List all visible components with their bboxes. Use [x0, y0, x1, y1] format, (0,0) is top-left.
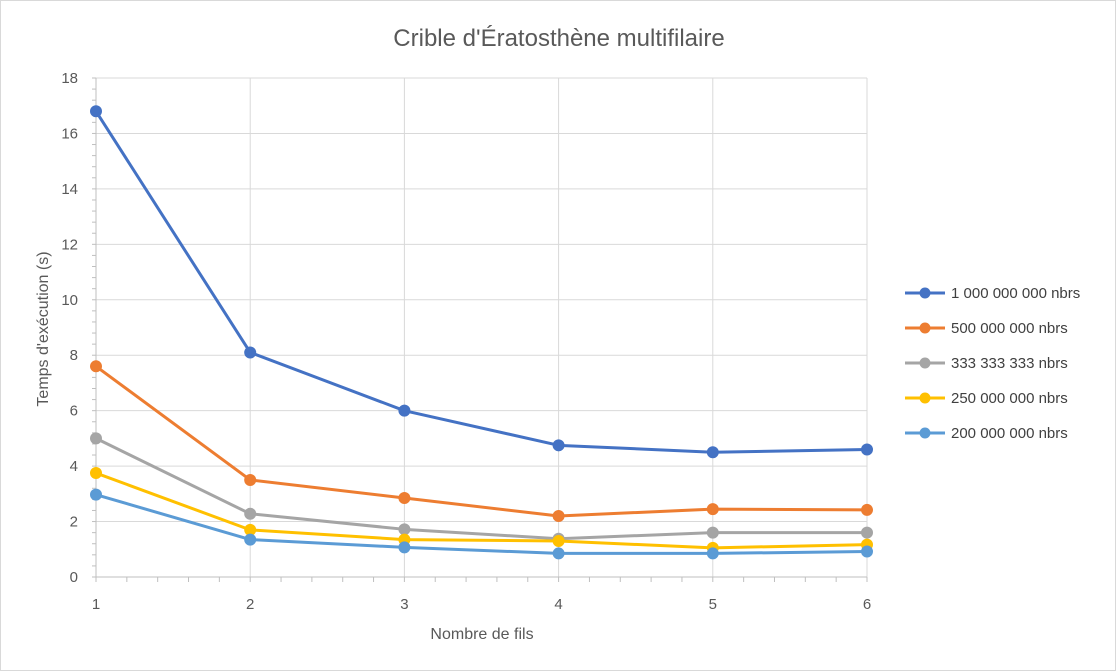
series-2	[90, 360, 873, 523]
y-axis-title: Temps d'exécution (s)	[35, 251, 52, 406]
x-tick-label: 6	[863, 596, 871, 613]
legend-item: 333 333 333 nbrs	[905, 355, 1068, 372]
data-point	[90, 432, 102, 445]
legend: 1 000 000 000 nbrs 500 000 000 nbrs 333 33…	[905, 285, 1080, 442]
data-point	[90, 105, 102, 118]
x-tick-label: 3	[400, 596, 408, 613]
data-point	[861, 545, 873, 558]
y-tick-label: 2	[70, 514, 78, 531]
x-tick-label: 5	[709, 596, 717, 613]
legend-label: 200 000 000 nbrs	[951, 425, 1068, 442]
legend-item: 500 000 000 nbrs	[905, 320, 1068, 337]
data-point	[398, 523, 411, 536]
y-tick-label: 12	[61, 236, 78, 253]
y-tick-label: 18	[61, 70, 78, 87]
data-point	[706, 446, 719, 459]
legend-swatch-marker	[919, 427, 931, 439]
legend-item: 250 000 000 nbrs	[905, 390, 1068, 407]
x-tick-label: 2	[246, 596, 254, 613]
legend-swatch-marker	[919, 287, 931, 299]
series-1	[90, 105, 873, 459]
y-tick-label: 8	[70, 347, 78, 364]
y-tick-label: 16	[61, 125, 78, 142]
series-line	[94, 110, 868, 454]
x-tick-label: 4	[554, 596, 562, 613]
data-point	[552, 547, 565, 560]
data-point	[244, 346, 257, 359]
x-tick-label: 1	[92, 596, 100, 613]
y-tick-label: 0	[70, 569, 78, 586]
data-point	[552, 534, 565, 547]
legend-item: 1 000 000 000 nbrs	[905, 285, 1080, 302]
data-point	[861, 526, 873, 539]
legend-label: 1 000 000 000 nbrs	[951, 285, 1080, 302]
series-line	[95, 471, 868, 550]
data-point	[706, 503, 719, 516]
series-line	[95, 365, 868, 518]
legend-label: 333 333 333 nbrs	[951, 355, 1068, 372]
chart-title: Crible d'Ératosthène multifilaire	[393, 25, 724, 52]
series-4	[90, 467, 873, 554]
data-point	[90, 467, 102, 480]
gridlines	[96, 77, 868, 577]
legend-swatch-marker	[919, 322, 931, 334]
data-point	[861, 443, 873, 456]
data-point	[398, 491, 411, 504]
legend-swatch-marker	[919, 357, 931, 369]
series-5	[90, 488, 873, 560]
series-line	[95, 437, 867, 541]
data-point	[90, 360, 102, 373]
data-point	[244, 473, 257, 486]
y-tick-label: 6	[70, 403, 78, 420]
data-point	[552, 510, 565, 523]
y-tick-label: 14	[61, 181, 78, 198]
legend-item: 200 000 000 nbrs	[905, 425, 1068, 442]
data-point	[244, 533, 257, 546]
x-axis-title: Nombre de fils	[430, 626, 533, 643]
data-point	[398, 541, 411, 554]
data-point	[90, 488, 102, 501]
series-group	[90, 105, 873, 560]
data-point	[398, 404, 411, 417]
y-tick-label: 10	[61, 292, 78, 309]
data-point	[706, 547, 719, 560]
legend-swatch-marker	[919, 392, 931, 404]
series-line	[95, 493, 868, 555]
data-point	[706, 526, 719, 539]
data-point	[861, 503, 873, 516]
legend-label: 250 000 000 nbrs	[951, 390, 1068, 407]
data-point	[244, 507, 257, 520]
data-point	[552, 439, 565, 452]
y-tick-label: 4	[70, 458, 78, 475]
legend-label: 500 000 000 nbrs	[951, 320, 1068, 337]
